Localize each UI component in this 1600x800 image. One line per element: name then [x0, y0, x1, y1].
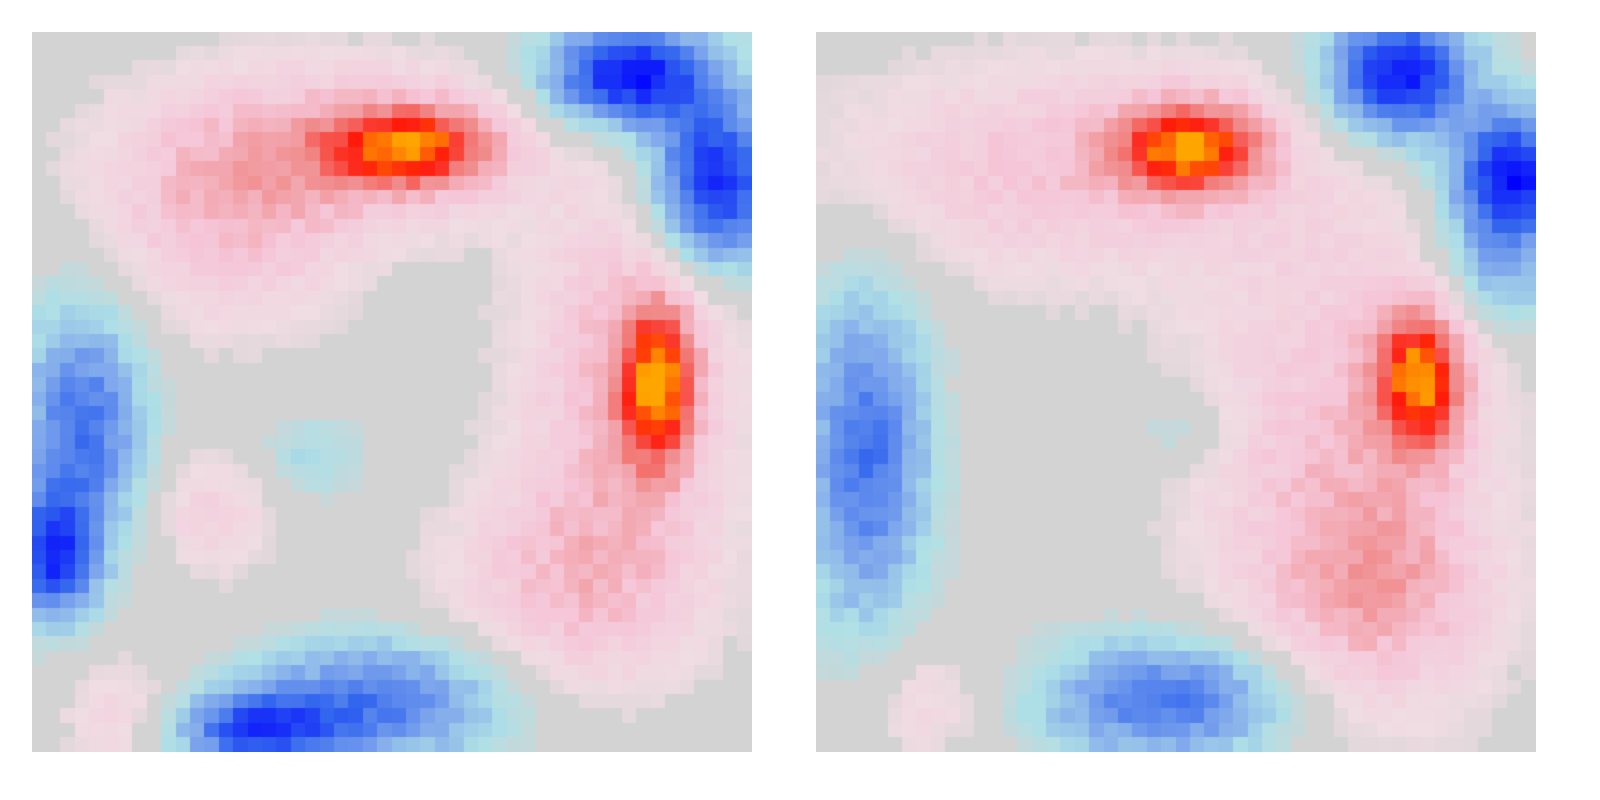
heatmap-panel-right	[816, 32, 1536, 752]
heatmap-canvas-right	[816, 32, 1536, 752]
heatmap-canvas-left	[32, 32, 752, 752]
heatmap-panel-left	[32, 32, 752, 752]
